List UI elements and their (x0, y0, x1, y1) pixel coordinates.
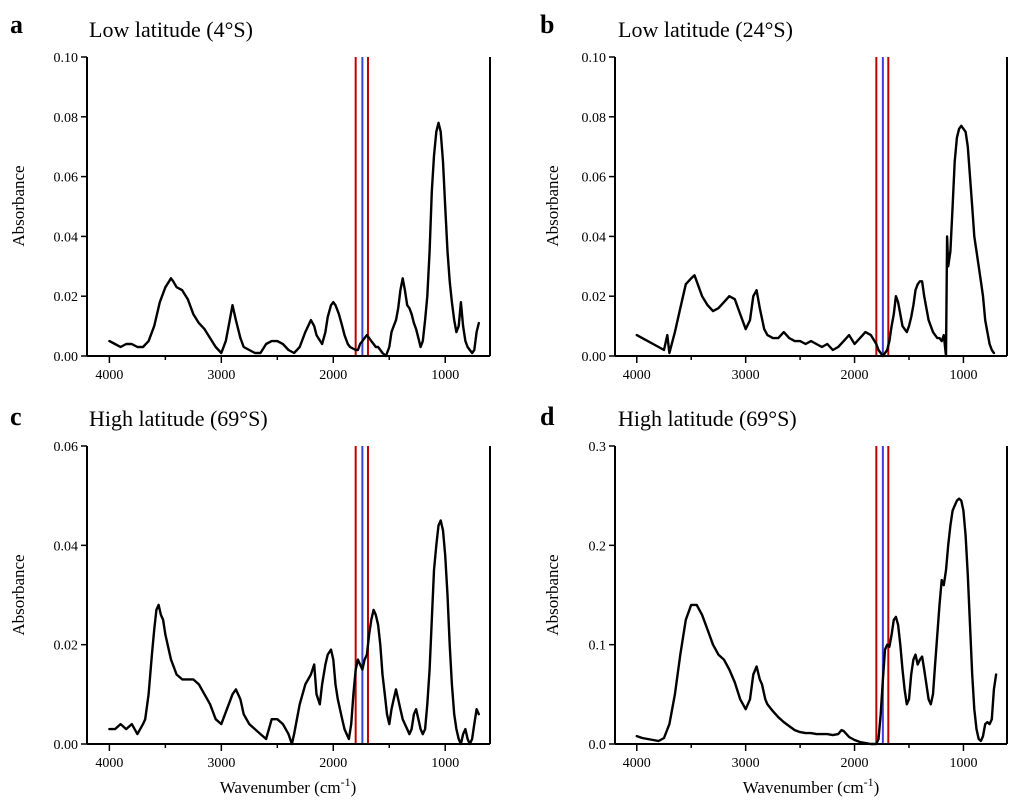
panel-d: d High latitude (69°S) Absorbance Wavenu… (540, 402, 1008, 797)
panel-letter: b (540, 10, 554, 39)
y-tick-label: 0.02 (54, 290, 79, 305)
x-tick-label: 4000 (95, 756, 123, 771)
panel-letter: c (10, 402, 22, 431)
y-tick-label: 0.02 (54, 639, 79, 654)
panel-letter: a (10, 10, 23, 39)
x-tick-label: 3000 (207, 756, 235, 771)
y-tick-label: 0.06 (54, 440, 79, 455)
y-axis-label: Absorbance (9, 554, 28, 635)
y-tick-label: 0.10 (582, 51, 607, 66)
y-axis-label: Absorbance (543, 165, 562, 246)
x-tick-label: 2000 (841, 756, 869, 771)
y-tick-label: 0.3 (589, 440, 607, 455)
x-tick-label: 2000 (319, 756, 347, 771)
panel-b: b Low latitude (24°S) Absorbance 0.000.0… (540, 10, 1008, 383)
y-tick-label: 0.00 (54, 350, 79, 365)
spectrum-line (108, 121, 480, 358)
spectrum-line (635, 124, 996, 358)
x-tick-label: 4000 (623, 368, 651, 383)
chart-title: High latitude (69°S) (618, 406, 797, 431)
x-tick-label: 1000 (431, 756, 459, 771)
y-tick-label: 0.08 (582, 111, 607, 126)
x-tick-label: 1000 (949, 756, 977, 771)
y-tick-label: 0.02 (582, 290, 607, 305)
y-axis-label: Absorbance (543, 554, 562, 635)
panel-c: c High latitude (69°S) Absorbance Wavenu… (9, 402, 491, 797)
plot-area: 0.0 0.1 0.2 0.3 4000 3000 2000 1000 (589, 440, 1008, 771)
x-axis-label: Wavenumber (cm-1) (743, 775, 880, 797)
y-tick-label: 0.04 (582, 230, 607, 245)
y-tick-label: 0.06 (582, 171, 607, 186)
chart-title: High latitude (69°S) (89, 406, 268, 431)
x-tick-label: 3000 (207, 368, 235, 383)
x-tick-label: 2000 (319, 368, 347, 383)
panel-a: a Low latitude (4°S) Absorbance 0.00 0.02… (9, 10, 491, 383)
y-tick-label: 0.08 (54, 111, 79, 126)
chart-title: Low latitude (4°S) (89, 17, 253, 42)
y-tick-label: 0.1 (589, 639, 607, 654)
plot-area: 0.00 0.02 0.04 0.06 0.08 0.10 4000 3000 2000 1000 (582, 51, 1008, 383)
x-tick-label: 3000 (732, 756, 760, 771)
chart-title: Low latitude (24°S) (618, 17, 793, 42)
plot-area: 0.00 0.02 0.04 0.06 4000 3000 2000 1000 (54, 440, 491, 771)
spectrum-line (108, 519, 480, 746)
y-tick-label: 0.00 (54, 738, 79, 753)
y-tick-label: 0.2 (589, 539, 607, 554)
y-tick-label: 0.10 (54, 51, 79, 66)
y-tick-label: 0.0 (589, 738, 607, 753)
y-tick-label: 0.04 (54, 539, 79, 554)
y-axis-label: Absorbance (9, 165, 28, 246)
y-tick-label: 0.00 (582, 350, 607, 365)
x-tick-label: 1000 (949, 368, 977, 383)
x-tick-label: 4000 (623, 756, 651, 771)
plot-area: 0.00 0.02 0.04 0.06 0.08 0.10 4000 3000 2000 1000 (54, 51, 491, 383)
spectrum-line (635, 497, 998, 746)
y-tick-label: 0.06 (54, 171, 79, 186)
x-tick-label: 4000 (95, 368, 123, 383)
x-tick-label: 1000 (431, 368, 459, 383)
x-tick-label: 3000 (732, 368, 760, 383)
panel-letter: d (540, 402, 555, 431)
x-tick-label: 2000 (841, 368, 869, 383)
x-axis-label: Wavenumber (cm-1) (220, 775, 357, 797)
y-tick-label: 0.04 (54, 230, 79, 245)
